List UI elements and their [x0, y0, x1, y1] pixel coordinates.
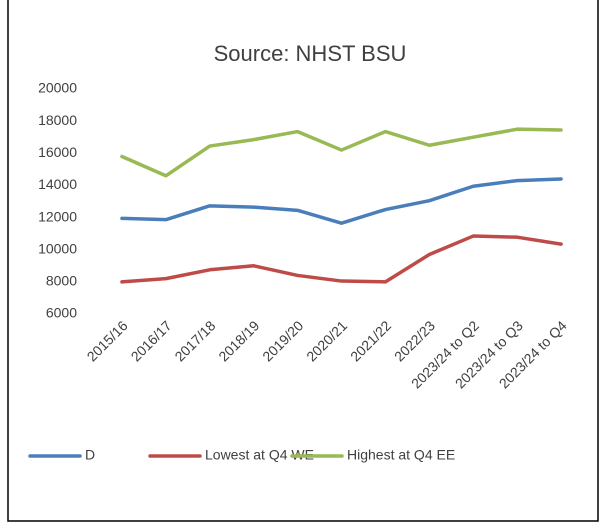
- y-tick-label: 8000: [46, 273, 77, 289]
- series-line: [120, 127, 563, 178]
- y-tick-label: 12000: [38, 208, 77, 224]
- y-tick-label: 6000: [46, 305, 77, 321]
- legend-label: D: [85, 447, 95, 463]
- legend-label: Lowest at Q4 WE: [205, 447, 314, 463]
- series-line: [120, 234, 563, 284]
- y-tick-label: 10000: [38, 240, 77, 256]
- y-tick-label: 14000: [38, 176, 77, 192]
- y-tick-label: 16000: [38, 144, 77, 160]
- series-line: [120, 177, 563, 225]
- y-tick-label: 18000: [38, 112, 77, 128]
- chart-title: Source: NHST BSU: [214, 41, 407, 66]
- chart-frame: [7, 0, 599, 522]
- legend-label: Highest at Q4 EE: [347, 447, 455, 463]
- y-tick-label: 20000: [38, 80, 77, 96]
